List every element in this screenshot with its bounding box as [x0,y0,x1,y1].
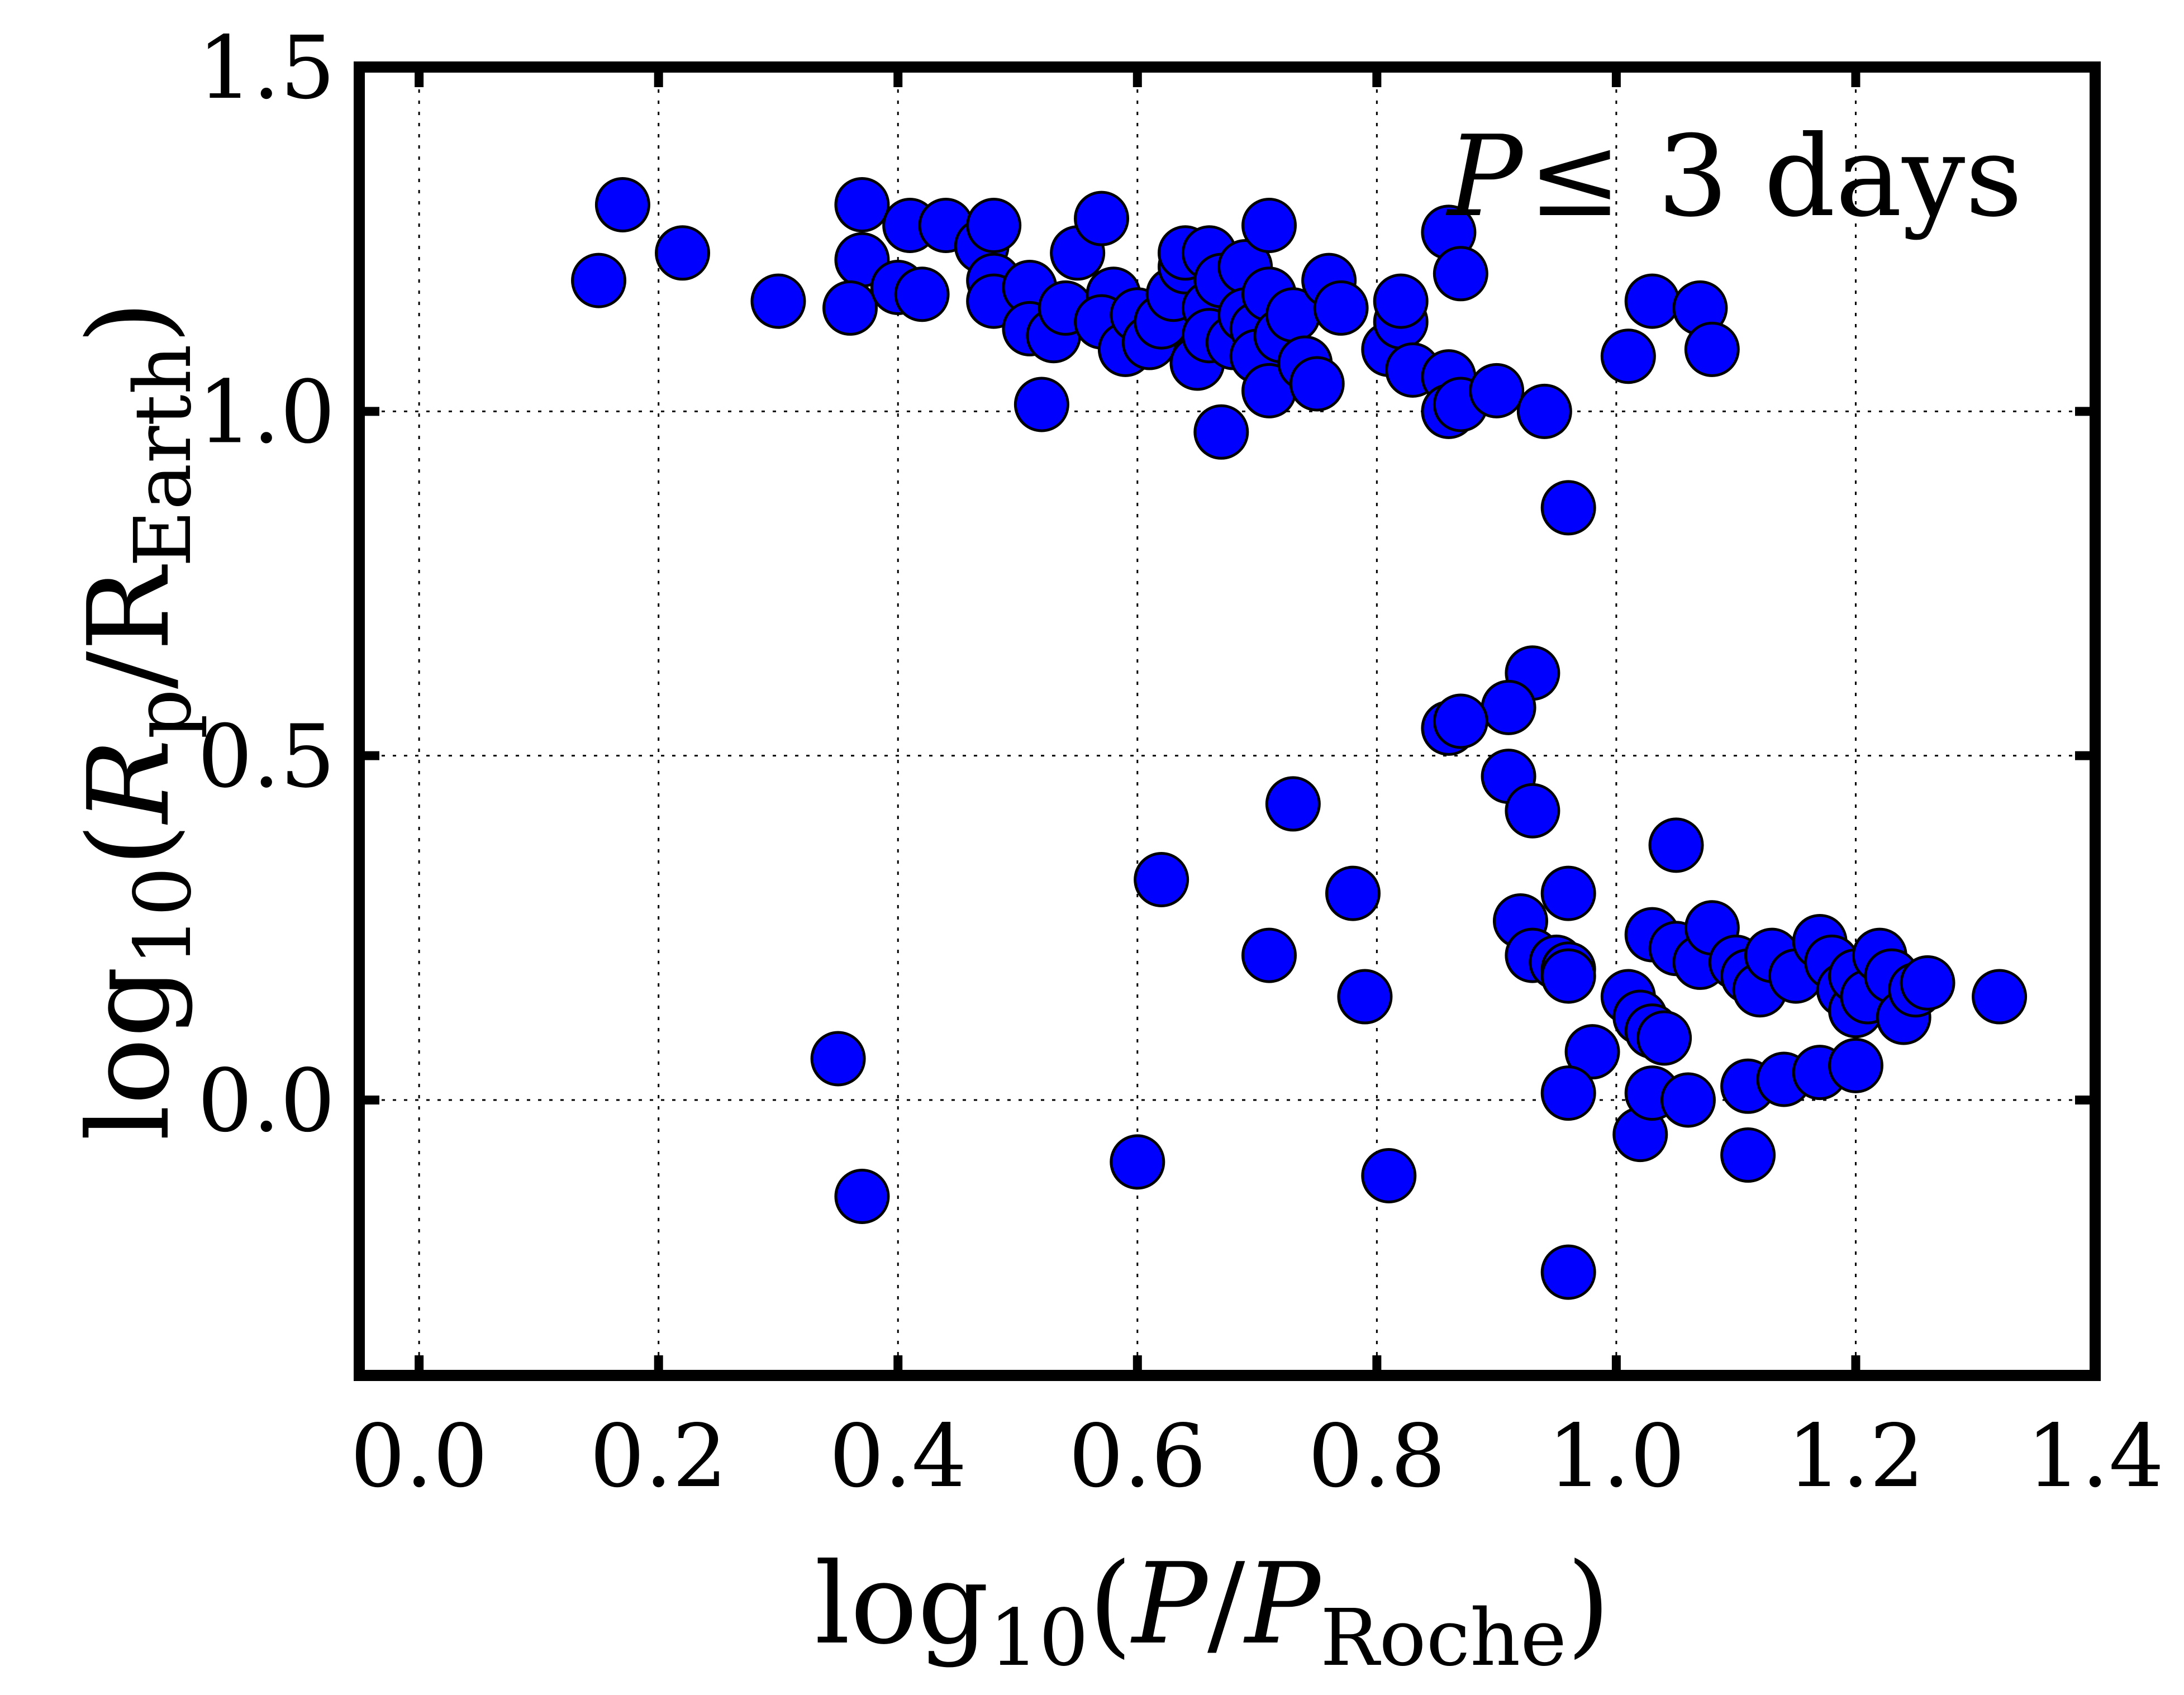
data-point [1289,356,1345,412]
data-point [1540,1244,1596,1300]
data-point [1972,969,2028,1025]
y-tick-label: 1.0 [197,361,335,463]
data-point [834,1169,890,1225]
data-point [750,273,806,329]
data-point [1337,969,1393,1025]
data-point [1660,1072,1716,1128]
x-tick-label: 0.8 [1308,1406,1446,1507]
data-point [1481,679,1536,735]
y-tick-labels: 0.0 0.5 1.0 1.5 [197,17,335,1151]
x-tick-labels: 0.0 0.2 0.4 0.6 0.8 1.0 1.2 1.4 [350,1406,2164,1507]
data-point [1828,1037,1883,1093]
data-point [1516,383,1572,439]
x-tick-label: 0.0 [350,1406,488,1507]
data-point [1433,693,1488,749]
data-point [1313,280,1369,336]
data-point [1433,246,1488,302]
data-point [1014,377,1069,432]
x-tick-label: 0.2 [589,1406,727,1507]
data-point [1540,1065,1596,1121]
x-tick-label: 0.4 [829,1406,967,1507]
data-point [594,177,650,233]
data-point [834,177,890,233]
y-tick-label: 1.5 [197,17,335,118]
y-axis-label: log10(Rp/REarth) [64,301,209,1141]
data-points [571,177,2028,1300]
data-point [1241,198,1297,254]
data-point [1684,321,1740,377]
data-point [1505,783,1560,839]
y-tick-label: 0.5 [197,706,335,807]
data-point [894,266,950,322]
data-point [1648,817,1704,873]
plot-frame [354,61,2101,1381]
data-point [571,253,627,308]
annotation-text: P≤ 3 days [1445,112,2023,242]
data-point [822,280,878,336]
data-point [1636,1010,1692,1066]
x-tick-label: 0.6 [1069,1406,1207,1507]
x-tick-label: 1.4 [2026,1406,2164,1507]
data-point [1900,955,1955,1011]
data-point [1193,404,1249,460]
data-point [1540,865,1596,921]
data-point [1624,273,1680,329]
data-point [1540,948,1596,1004]
data-point [1540,480,1596,536]
data-point [1720,1127,1776,1183]
axis-ticks [359,63,2100,1375]
data-point [1373,273,1429,329]
data-point [1265,776,1321,832]
data-point [1361,1148,1417,1204]
data-point [810,1031,866,1087]
data-point [966,198,1022,254]
data-point [1325,865,1381,921]
data-point [1241,927,1297,983]
x-tick-label: 1.0 [1548,1406,1686,1507]
data-point [1600,328,1656,384]
data-point [1564,1024,1620,1080]
data-point [1074,191,1130,246]
x-axis-label: log10(P/PRoche) [815,1539,1610,1684]
data-point [1110,1134,1165,1190]
data-point [1134,852,1189,908]
data-point [1469,363,1525,418]
x-tick-label: 1.2 [1787,1406,1925,1507]
y-tick-label: 0.0 [197,1050,335,1151]
data-point [655,225,711,281]
